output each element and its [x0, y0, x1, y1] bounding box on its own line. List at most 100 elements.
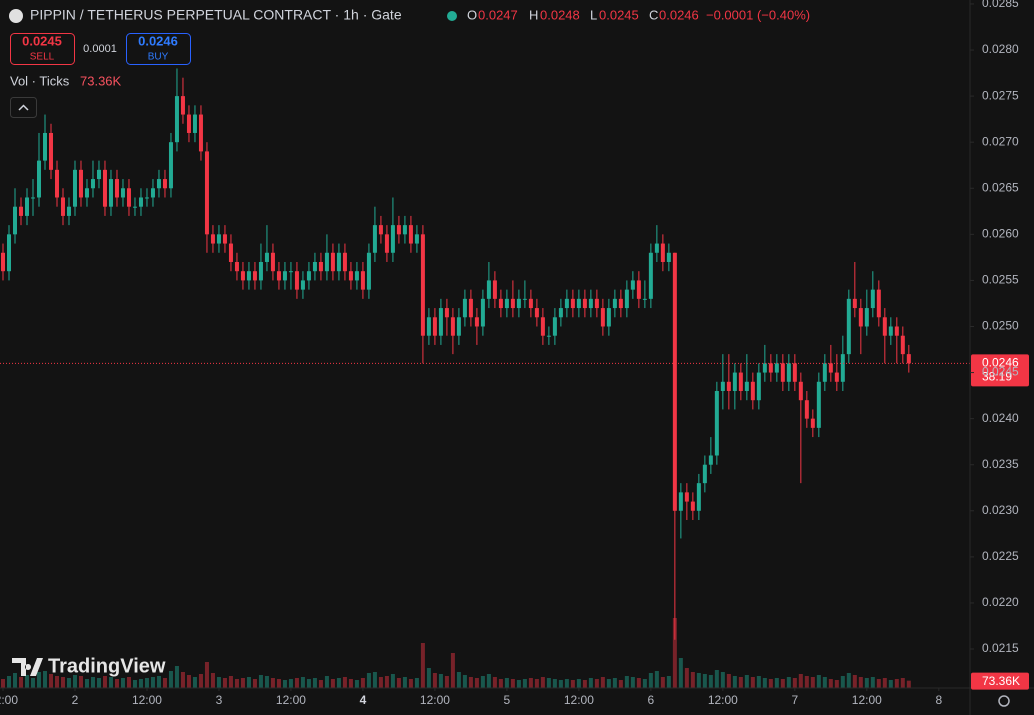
y-tick-label: 0.0270	[982, 134, 1019, 148]
x-tick-label: 12:00	[0, 693, 18, 707]
candle-body	[126, 188, 131, 207]
candle-body	[738, 372, 743, 391]
candle-body	[102, 169, 107, 207]
candle-body	[288, 271, 293, 273]
candle-body	[378, 225, 383, 235]
candle-body	[312, 261, 317, 272]
volume-bar	[798, 674, 803, 688]
candle-body	[630, 280, 635, 290]
candle-body	[780, 363, 785, 382]
candle-body	[546, 335, 551, 337]
candle-body	[282, 271, 287, 281]
candle-body	[192, 114, 197, 133]
buy-button[interactable]	[126, 33, 191, 65]
candle-body	[648, 252, 653, 299]
candle-body	[528, 298, 533, 309]
volume-bar	[720, 672, 725, 688]
candle-body	[318, 261, 323, 272]
volume-bar	[30, 678, 35, 688]
candle-body	[414, 234, 419, 244]
volume-bar	[750, 677, 755, 688]
volume-bar	[774, 678, 779, 688]
candle-body	[342, 252, 347, 272]
volume-bar	[654, 671, 659, 688]
volume-bar	[186, 675, 191, 688]
candle-body	[678, 492, 683, 511]
volume-bar	[552, 679, 557, 688]
volume-bar	[498, 679, 503, 688]
candle-body	[732, 372, 737, 391]
candle-body	[624, 289, 629, 309]
volume-bar	[474, 678, 479, 688]
volume-bar	[528, 678, 533, 688]
volume-bar	[450, 653, 455, 688]
volume-bar	[144, 678, 149, 688]
candle-body	[60, 197, 65, 216]
volume-bar	[882, 678, 887, 688]
volume-bar	[546, 678, 551, 688]
volume-bar	[834, 680, 839, 688]
candle-body	[444, 308, 449, 318]
candle-body	[534, 308, 539, 318]
candle-body	[762, 363, 767, 373]
candle-body	[570, 298, 575, 309]
candle-body	[372, 225, 377, 253]
volume-bar	[210, 673, 215, 688]
settings-icon[interactable]	[998, 695, 1010, 707]
candle-body	[90, 179, 95, 189]
candle-body	[846, 298, 851, 355]
volume-bar	[492, 677, 497, 688]
candle-body	[204, 151, 209, 235]
candle-body	[210, 234, 215, 244]
candle-body	[696, 483, 701, 511]
volume-bar	[540, 677, 545, 688]
candle-body	[894, 326, 899, 336]
volume-bar	[510, 679, 515, 688]
volume-bar	[234, 679, 239, 688]
candle-body	[306, 271, 311, 281]
candle-body	[558, 308, 563, 318]
candle-body	[744, 381, 749, 391]
candle-body	[486, 280, 491, 299]
volume-bar	[744, 675, 749, 688]
ohlc-value: 0.0246	[659, 7, 699, 22]
volume-bar	[264, 676, 269, 688]
x-tick-label: 12:00	[132, 693, 162, 707]
volume-bar	[612, 678, 617, 688]
candle-body	[168, 142, 173, 189]
volume-bar	[156, 676, 161, 688]
collapse-button[interactable]	[10, 97, 37, 118]
x-tick-label: 12:00	[564, 693, 594, 707]
candle-body	[726, 381, 731, 391]
candle-body	[882, 317, 887, 336]
candle-body	[516, 298, 521, 309]
volume-bar	[804, 676, 809, 688]
sell-label: SELL	[30, 52, 55, 63]
candle-body	[660, 243, 665, 262]
candle-body	[840, 354, 845, 382]
volume-bar	[276, 679, 281, 688]
candle-body	[12, 206, 17, 235]
volume-bar	[24, 675, 29, 688]
collapse-icon	[18, 104, 29, 111]
sell-button[interactable]	[10, 33, 75, 65]
candle-body	[576, 298, 581, 309]
y-tick-label: 0.0245	[982, 365, 1019, 379]
y-tick-label: 0.0285	[982, 0, 1019, 10]
volume-bar	[600, 677, 605, 688]
volume-bar	[336, 678, 341, 688]
volume-bar	[126, 677, 131, 688]
buy-label: BUY	[148, 52, 169, 63]
y-tick-label: 0.0280	[982, 42, 1019, 56]
volume-bar	[78, 676, 83, 688]
candle-body	[246, 271, 251, 281]
candle-body	[252, 271, 257, 281]
x-tick-label: 8	[935, 693, 942, 707]
volume-bar	[306, 679, 311, 688]
volume-bar	[18, 677, 23, 688]
candle-body	[222, 234, 227, 244]
y-tick-label: 0.0215	[982, 641, 1019, 655]
volume-bar	[432, 673, 437, 688]
volume-bar	[672, 618, 677, 688]
